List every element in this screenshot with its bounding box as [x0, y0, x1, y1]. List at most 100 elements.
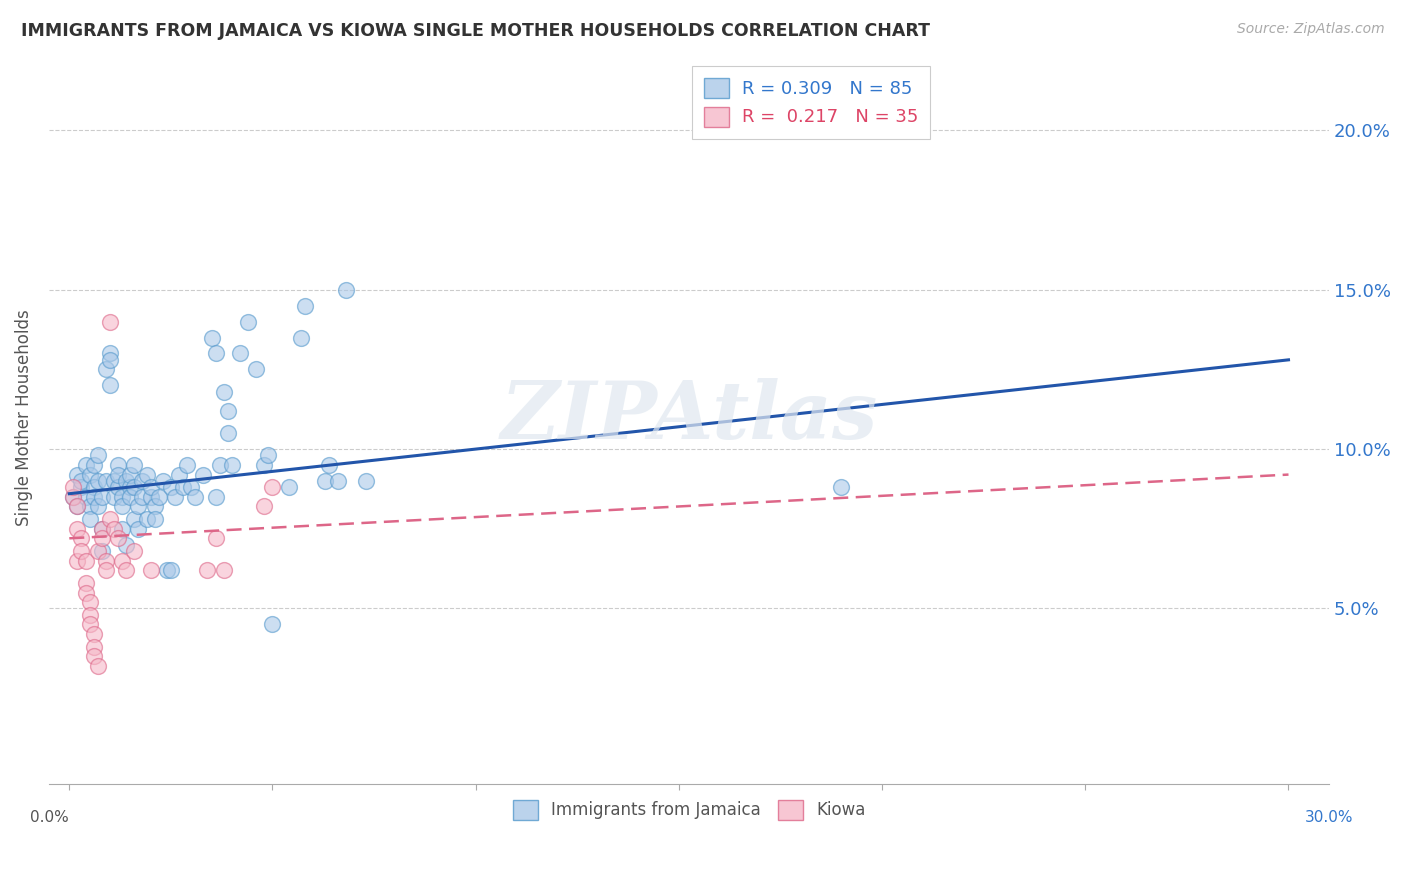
Point — [70, 480, 93, 494]
Point — [139, 563, 162, 577]
Point — [90, 531, 112, 545]
Point — [262, 480, 284, 494]
Point — [75, 458, 97, 472]
Text: IMMIGRANTS FROM JAMAICA VS KIOWA SINGLE MOTHER HOUSEHOLDS CORRELATION CHART: IMMIGRANTS FROM JAMAICA VS KIOWA SINGLE … — [21, 22, 931, 40]
Point — [62, 490, 84, 504]
Text: 0.0%: 0.0% — [30, 811, 69, 825]
Point — [107, 467, 129, 482]
Point — [217, 426, 239, 441]
Point — [98, 512, 121, 526]
Point — [184, 490, 207, 504]
Point — [75, 554, 97, 568]
Point — [94, 563, 117, 577]
Point — [90, 490, 112, 504]
Point — [70, 544, 93, 558]
Point — [354, 474, 377, 488]
Point — [83, 490, 105, 504]
Point — [163, 490, 186, 504]
Point — [94, 362, 117, 376]
Point — [98, 315, 121, 329]
Point — [87, 449, 110, 463]
Point — [160, 480, 183, 494]
Point — [176, 458, 198, 472]
Point — [143, 512, 166, 526]
Point — [124, 512, 146, 526]
Point — [229, 346, 252, 360]
Point — [277, 480, 299, 494]
Text: ZIPAtlas: ZIPAtlas — [501, 378, 877, 456]
Point — [197, 563, 219, 577]
Point — [156, 563, 179, 577]
Point — [236, 315, 259, 329]
Point — [200, 330, 222, 344]
Point — [135, 512, 157, 526]
Point — [124, 480, 146, 494]
Point — [131, 474, 153, 488]
Point — [111, 554, 134, 568]
Point — [318, 458, 340, 472]
Point — [83, 640, 105, 654]
Point — [79, 467, 101, 482]
Point — [66, 467, 89, 482]
Point — [326, 474, 349, 488]
Point — [139, 490, 162, 504]
Point — [79, 595, 101, 609]
Point — [135, 467, 157, 482]
Point — [257, 449, 280, 463]
Point — [62, 490, 84, 504]
Point — [75, 576, 97, 591]
Point — [83, 480, 105, 494]
Point — [103, 522, 125, 536]
Point — [75, 585, 97, 599]
Point — [212, 563, 235, 577]
Point — [314, 474, 336, 488]
Point — [66, 500, 89, 514]
Point — [79, 500, 101, 514]
Point — [66, 500, 89, 514]
Point — [115, 538, 138, 552]
Point — [245, 362, 267, 376]
Point — [120, 480, 142, 494]
Point — [204, 531, 226, 545]
Point — [79, 617, 101, 632]
Point — [253, 500, 276, 514]
Point — [107, 458, 129, 472]
Text: 30.0%: 30.0% — [1305, 811, 1354, 825]
Point — [160, 563, 183, 577]
Point — [253, 458, 276, 472]
Point — [204, 346, 226, 360]
Point — [62, 480, 84, 494]
Point — [90, 544, 112, 558]
Point — [70, 531, 93, 545]
Point — [139, 480, 162, 494]
Point — [152, 474, 174, 488]
Point — [70, 474, 93, 488]
Point — [111, 522, 134, 536]
Point — [335, 283, 357, 297]
Point — [90, 522, 112, 536]
Point — [107, 480, 129, 494]
Point — [127, 522, 149, 536]
Point — [103, 474, 125, 488]
Point — [262, 617, 284, 632]
Point — [98, 352, 121, 367]
Point — [79, 512, 101, 526]
Point — [79, 607, 101, 622]
Point — [212, 384, 235, 399]
Point — [204, 490, 226, 504]
Point — [94, 554, 117, 568]
Point — [290, 330, 312, 344]
Point — [107, 531, 129, 545]
Y-axis label: Single Mother Households: Single Mother Households — [15, 309, 32, 525]
Point — [172, 480, 194, 494]
Text: Source: ZipAtlas.com: Source: ZipAtlas.com — [1237, 22, 1385, 37]
Point — [127, 500, 149, 514]
Legend: Immigrants from Jamaica, Kiowa: Immigrants from Jamaica, Kiowa — [506, 793, 872, 827]
Point — [180, 480, 202, 494]
Point — [111, 500, 134, 514]
Point — [83, 458, 105, 472]
Point — [90, 522, 112, 536]
Point — [87, 544, 110, 558]
Point — [83, 649, 105, 664]
Point — [66, 554, 89, 568]
